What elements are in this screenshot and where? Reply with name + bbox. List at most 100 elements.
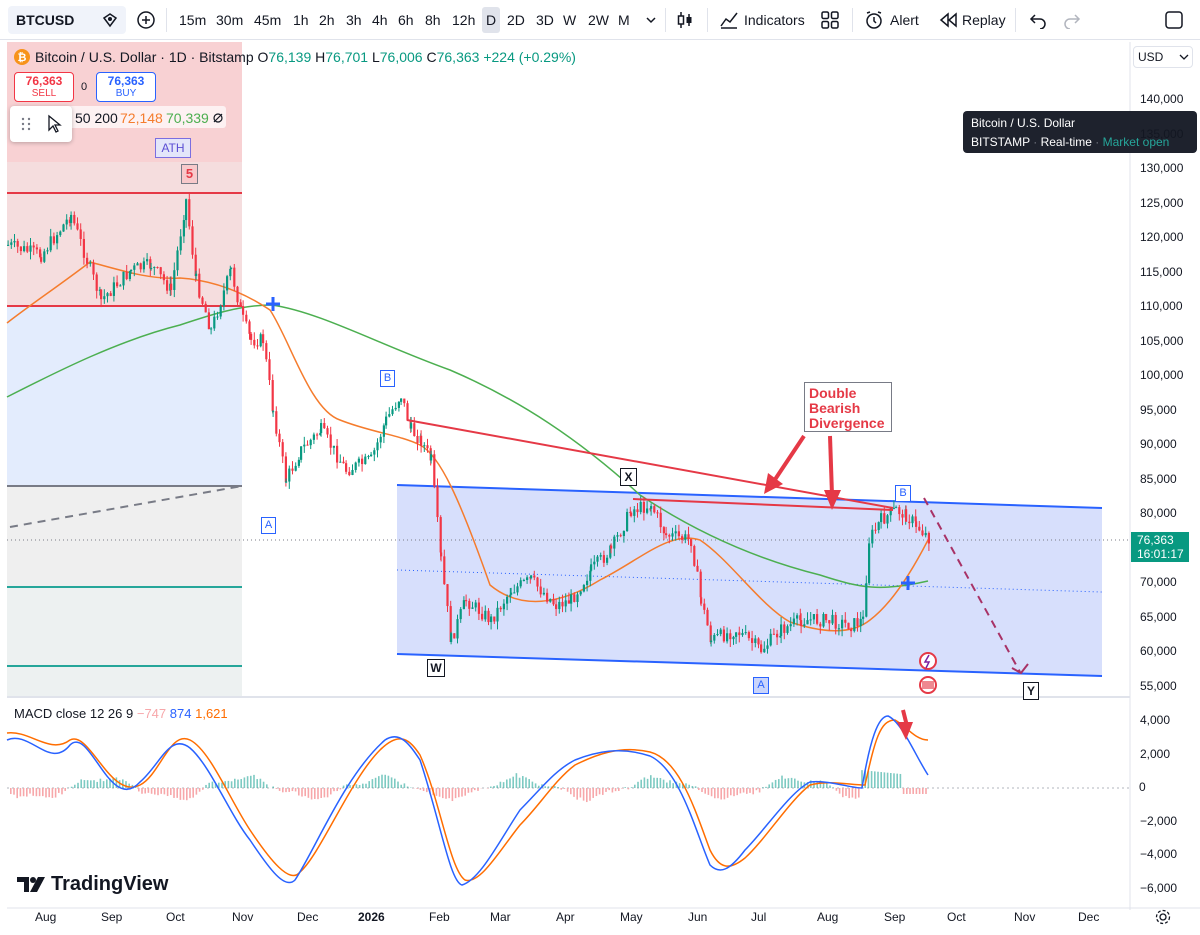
rewind-icon[interactable] <box>938 11 958 29</box>
time-tick-label: Nov <box>232 910 254 924</box>
candle-body <box>89 262 92 264</box>
candle-body <box>40 257 43 262</box>
macd-hist-bar <box>208 782 210 788</box>
sell-button[interactable]: 76,363 SELL <box>14 72 74 102</box>
macd-hist-bar <box>83 780 86 788</box>
interval-45m[interactable]: 45m <box>254 12 282 28</box>
candle-body <box>456 619 459 639</box>
chart-canvas[interactable] <box>0 40 1200 935</box>
macd-hist-bar <box>237 779 239 788</box>
chevron-down-icon[interactable] <box>1179 53 1189 61</box>
candle-body <box>329 434 332 448</box>
macd-hist-bar <box>586 788 588 803</box>
replay-button[interactable]: Replay <box>962 12 1006 28</box>
candle-body <box>159 267 162 275</box>
macd-signal-value: 1,621 <box>195 706 228 721</box>
compare-icon[interactable] <box>101 11 119 29</box>
candle-body <box>726 633 729 642</box>
macd-tick-label: 4,000 <box>1140 713 1171 727</box>
fullscreen-icon[interactable] <box>1164 10 1184 30</box>
layouts-icon[interactable] <box>820 10 840 30</box>
candle-body <box>198 273 201 298</box>
price-tick-label: 70,000 <box>1140 575 1177 589</box>
interval-W[interactable]: W <box>563 12 577 28</box>
candle-body <box>859 618 862 627</box>
candle-body <box>481 613 484 620</box>
candle-body <box>410 423 413 429</box>
candle-body <box>326 428 329 435</box>
candle-body <box>226 276 229 291</box>
candle-body <box>49 236 52 251</box>
projection-dashed-path <box>923 497 1021 673</box>
interval-2h[interactable]: 2h <box>319 12 335 28</box>
interval-D[interactable]: D <box>482 7 501 33</box>
candle-body <box>68 219 71 223</box>
time-tick-label: Oct <box>166 910 185 924</box>
macd-hist-bar <box>96 781 98 788</box>
interval-2W[interactable]: 2W <box>588 12 609 28</box>
buy-button[interactable]: 76,363 BUY <box>96 72 156 102</box>
macd-hist-bar <box>874 771 876 788</box>
event-lightning-icon[interactable] <box>919 652 937 670</box>
legend-title[interactable]: Bitcoin / U.S. Dollar · 1D · Bitstamp <box>35 49 254 65</box>
candle-body <box>671 533 674 537</box>
cursor-icon[interactable] <box>46 114 62 134</box>
interval-M[interactable]: M <box>618 12 630 28</box>
indicators-button[interactable]: Indicators <box>744 12 805 28</box>
interval-6h[interactable]: 6h <box>398 12 414 28</box>
macd-title[interactable]: MACD close 12 26 9 <box>14 706 134 721</box>
candle-body <box>133 265 136 270</box>
macd-hist-bar <box>582 788 585 801</box>
candle-body <box>629 511 632 513</box>
candles-icon[interactable] <box>675 10 695 30</box>
candle-body <box>706 609 709 626</box>
interval-1h[interactable]: 1h <box>293 12 309 28</box>
candle-body <box>354 462 357 470</box>
alert-button[interactable]: Alert <box>890 12 919 28</box>
candle-body <box>139 263 142 270</box>
macd-hist-bar <box>909 788 911 794</box>
macd-hist-bar <box>691 785 694 788</box>
interval-2D[interactable]: 2D <box>507 12 525 28</box>
macd-hist-bar <box>262 781 265 788</box>
interval-8h[interactable]: 8h <box>425 12 441 28</box>
interval-15m[interactable]: 15m <box>179 12 207 28</box>
candle-body <box>103 296 106 300</box>
candle-body <box>112 282 115 296</box>
macd-hist-bar <box>339 788 342 790</box>
currency-selector[interactable]: USD <box>1133 46 1193 68</box>
settings-gear-icon[interactable] <box>1155 909 1171 925</box>
interval-30m[interactable]: 30m <box>216 12 244 28</box>
candle-body <box>751 638 754 643</box>
price-tick-label: 120,000 <box>1140 230 1184 244</box>
drag-handle-icon[interactable] <box>20 116 32 132</box>
undo-icon[interactable] <box>1029 11 1047 29</box>
candle-body <box>345 463 348 472</box>
candle-body <box>570 594 573 604</box>
macd-hist-bar <box>771 782 774 788</box>
hide-icon[interactable] <box>212 112 224 124</box>
indicators-icon[interactable] <box>719 10 739 30</box>
macd-hist-bar <box>154 788 156 795</box>
macd-hist-bar <box>10 788 12 795</box>
add-symbol-icon[interactable] <box>137 11 155 29</box>
alarm-clock-icon[interactable] <box>864 10 884 30</box>
candle-body <box>796 615 799 619</box>
ma200-line <box>6 304 929 589</box>
macd-hist-bar <box>186 788 188 801</box>
macd-hist-bar <box>147 788 150 793</box>
chevron-down-icon[interactable] <box>645 14 657 26</box>
interval-12h[interactable]: 12h <box>452 12 476 28</box>
candle-body <box>653 506 656 513</box>
interval-3D[interactable]: 3D <box>536 12 554 28</box>
interval-4h[interactable]: 4h <box>372 12 388 28</box>
candle-body <box>522 579 525 581</box>
candle-body <box>450 633 453 642</box>
macd-hist-bar <box>227 780 230 788</box>
redo-icon[interactable] <box>1063 11 1081 29</box>
candle-body <box>722 629 725 642</box>
drawing-mini-toolbar <box>10 106 72 142</box>
interval-3h[interactable]: 3h <box>346 12 362 28</box>
candle-body <box>822 613 825 627</box>
macd-arrowhead <box>897 722 913 740</box>
